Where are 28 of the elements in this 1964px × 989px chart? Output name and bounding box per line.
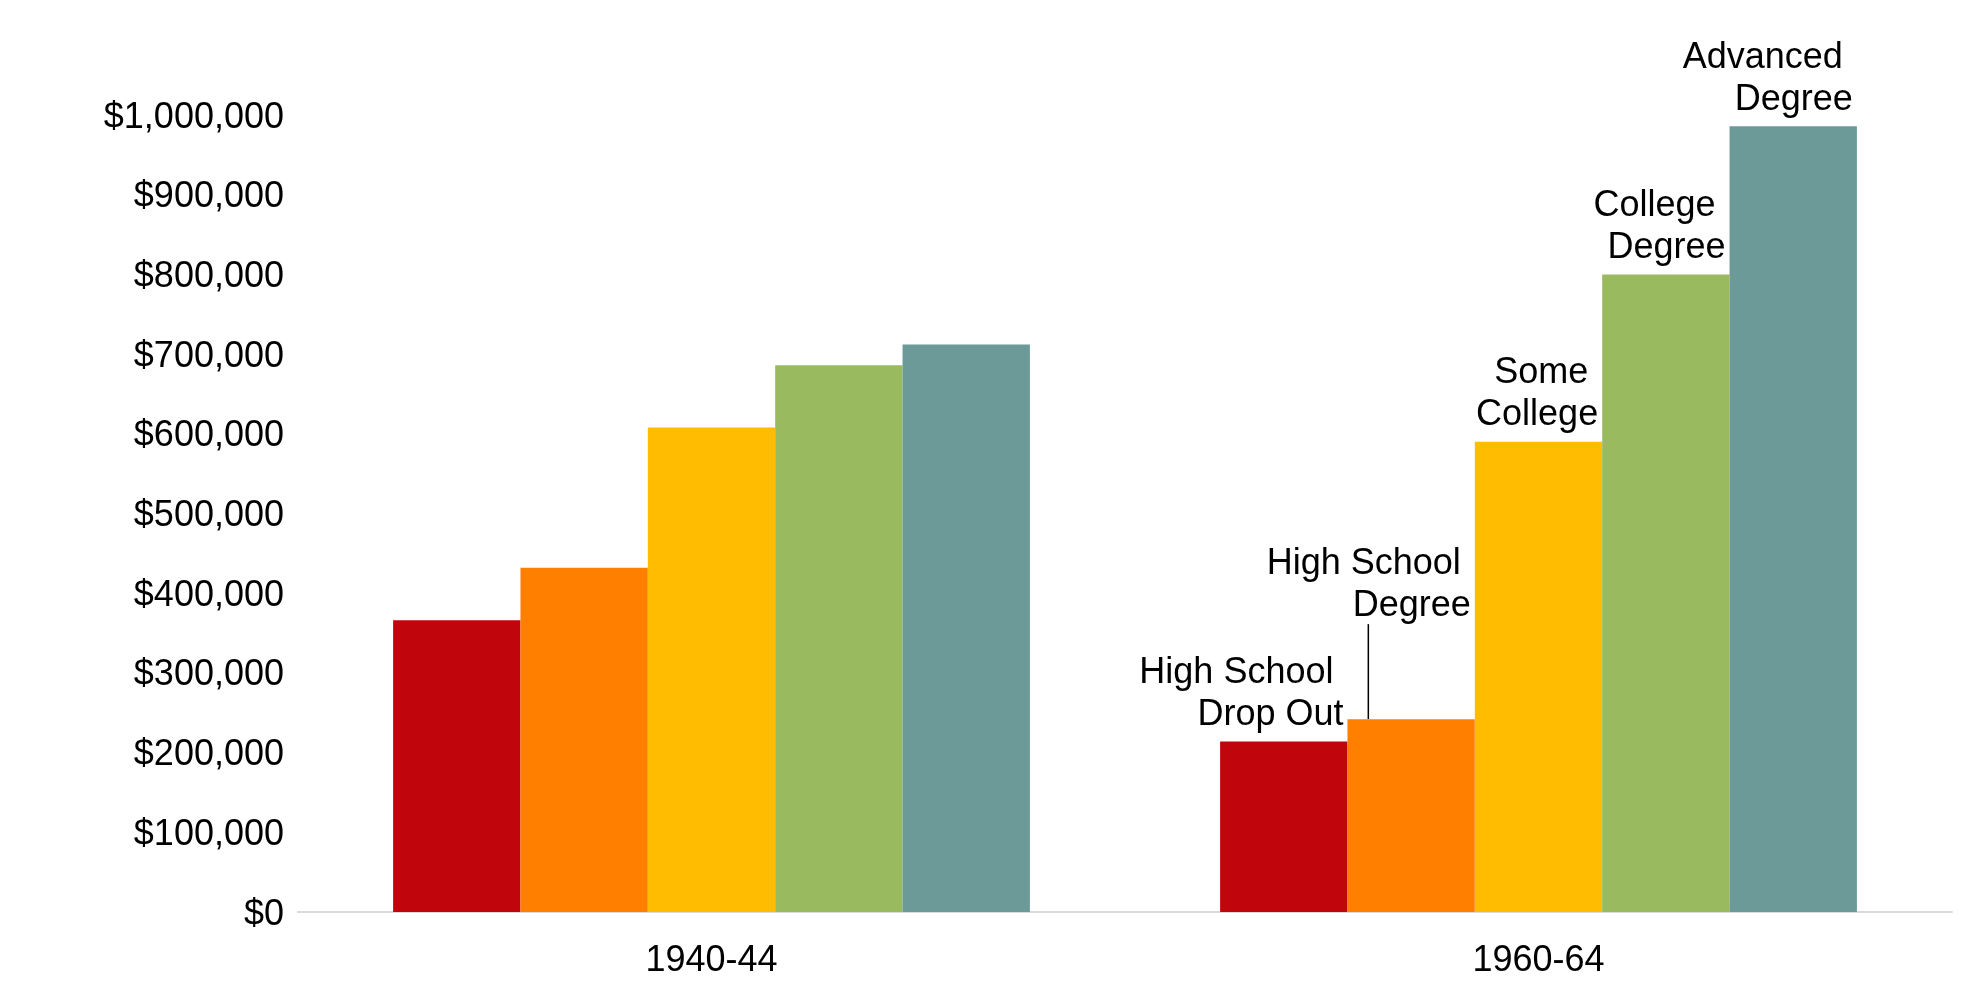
series-label: Some College bbox=[1476, 350, 1599, 434]
bar bbox=[1347, 719, 1475, 912]
y-tick-label: $1,000,000 bbox=[103, 94, 284, 136]
x-tick-label: 1960-64 bbox=[1472, 937, 1605, 979]
bar bbox=[1474, 441, 1603, 912]
y-tick-label: $400,000 bbox=[133, 572, 284, 614]
bar bbox=[1220, 741, 1348, 912]
y-tick-label: $700,000 bbox=[133, 333, 284, 375]
y-tick-label: $500,000 bbox=[133, 493, 284, 534]
y-tick-label: $300,000 bbox=[133, 652, 284, 694]
bar bbox=[393, 620, 521, 912]
y-tick-label: $100,000 bbox=[133, 811, 284, 853]
y-tick-label: $0 bbox=[243, 891, 284, 933]
bar bbox=[775, 365, 903, 912]
series-label: College Degree bbox=[1593, 182, 1726, 266]
bar bbox=[1602, 274, 1730, 912]
bar bbox=[520, 567, 648, 912]
bar bbox=[647, 427, 776, 912]
y-tick-label: $600,000 bbox=[133, 413, 284, 455]
y-tick-label: $200,000 bbox=[133, 732, 284, 774]
series-label: High School Drop Out bbox=[1139, 649, 1344, 733]
bar bbox=[1729, 126, 1857, 912]
series-label: Advanced Degree bbox=[1682, 34, 1853, 118]
text: High School Degree bbox=[1266, 540, 1471, 624]
y-tick-label: $800,000 bbox=[133, 253, 284, 295]
bar bbox=[902, 344, 1030, 912]
x-tick-label: 1940-44 bbox=[645, 937, 778, 979]
y-tick-label: $900,000 bbox=[133, 174, 284, 216]
